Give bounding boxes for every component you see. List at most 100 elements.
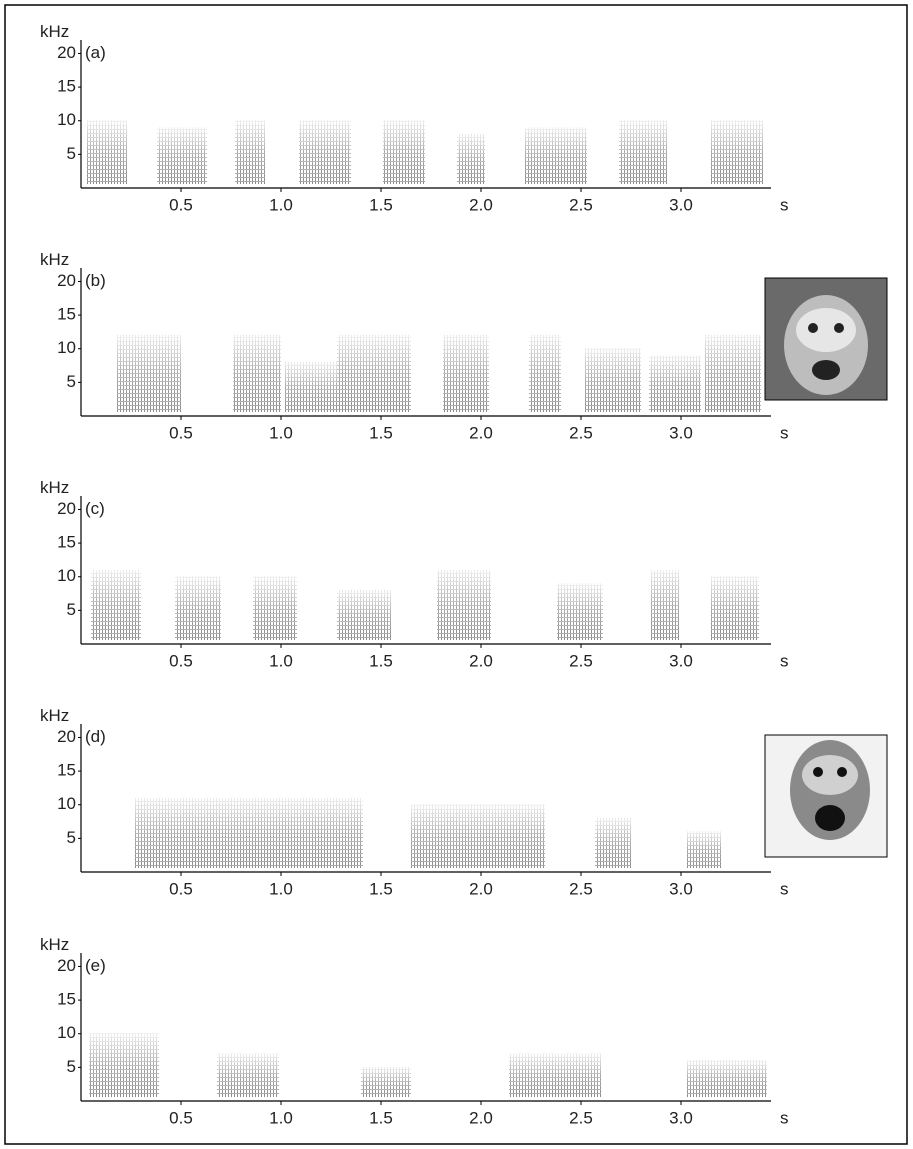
call-fade (285, 362, 337, 412)
x-tick-label: 1.5 (369, 195, 393, 214)
x-axis-label: s (780, 879, 789, 898)
y-tick-label: 20 (57, 499, 76, 518)
y-tick-label: 15 (57, 533, 76, 552)
x-tick-label: 0.5 (169, 195, 193, 214)
call-fade (595, 818, 631, 868)
call-fade (299, 121, 351, 184)
panel-label: (a) (85, 43, 106, 62)
y-axis-label: kHz (40, 22, 69, 41)
x-tick-label: 1.0 (269, 879, 293, 898)
y-tick-label: 10 (57, 1023, 76, 1042)
call-fade (157, 127, 207, 184)
x-tick-label: 1.0 (269, 195, 293, 214)
y-tick-label: 15 (57, 990, 76, 1009)
call-fade (135, 798, 363, 868)
x-tick-label: 2.5 (569, 195, 593, 214)
x-tick-label: 1.5 (369, 423, 393, 442)
call-fade (253, 577, 297, 640)
call-fade (383, 121, 425, 184)
y-axis-label: kHz (40, 478, 69, 497)
y-tick-label: 15 (57, 761, 76, 780)
y-tick-label: 10 (57, 566, 76, 585)
panel-label: (c) (85, 499, 105, 518)
call-fade (89, 1034, 159, 1097)
call-fade (117, 335, 181, 412)
y-tick-label: 20 (57, 727, 76, 746)
call-fade (217, 1054, 279, 1097)
call-fade (525, 127, 587, 184)
x-tick-label: 2.0 (469, 1108, 493, 1127)
figure: 5 10 15 20 0.5 1.0 1.5 2.0 2.5 3.0 s kHz (a) 5 10 15 20 0… (0, 0, 913, 1149)
y-tick-label: 20 (57, 956, 76, 975)
y-axis-label: kHz (40, 250, 69, 269)
y-tick-label: 5 (67, 828, 76, 847)
panel-label: (d) (85, 727, 106, 746)
x-tick-label: 2.5 (569, 1108, 593, 1127)
x-axis-label: s (780, 651, 789, 670)
call-fade (437, 570, 491, 640)
call-fade (557, 583, 603, 640)
call-fade (443, 335, 489, 412)
x-axis-label: s (780, 1108, 789, 1127)
x-tick-label: 1.0 (269, 423, 293, 442)
call-fade (529, 335, 561, 412)
y-tick-label: 5 (67, 144, 76, 163)
panel-label: (e) (85, 956, 106, 975)
call-fade (651, 570, 679, 640)
x-tick-label: 2.0 (469, 423, 493, 442)
x-tick-label: 2.0 (469, 651, 493, 670)
call-fade (585, 349, 641, 412)
x-tick-label: 1.5 (369, 879, 393, 898)
y-tick-label: 10 (57, 110, 76, 129)
call-fade (337, 590, 391, 640)
x-tick-label: 2.5 (569, 651, 593, 670)
x-axis-label: s (780, 423, 789, 442)
call-fade (87, 121, 127, 184)
x-tick-label: 0.5 (169, 651, 193, 670)
x-tick-label: 3.0 (669, 195, 693, 214)
call-fade (457, 134, 485, 184)
x-tick-label: 2.0 (469, 879, 493, 898)
panel-label: (b) (85, 271, 106, 290)
y-tick-label: 15 (57, 77, 76, 96)
call-fade (619, 121, 667, 184)
x-tick-label: 1.5 (369, 651, 393, 670)
call-fade (687, 832, 721, 868)
call-fade (649, 355, 701, 412)
y-tick-label: 5 (67, 372, 76, 391)
y-axis-label: kHz (40, 706, 69, 725)
y-axis-label: kHz (40, 935, 69, 954)
monkey-photo (765, 735, 887, 857)
y-tick-label: 15 (57, 305, 76, 324)
x-tick-label: 3.0 (669, 651, 693, 670)
call-fade (411, 805, 545, 868)
x-tick-label: 1.0 (269, 1108, 293, 1127)
call-fade (711, 577, 759, 640)
x-tick-label: 1.0 (269, 651, 293, 670)
x-tick-label: 3.0 (669, 423, 693, 442)
call-fade (235, 121, 265, 184)
call-fade (361, 1067, 411, 1097)
x-tick-label: 0.5 (169, 1108, 193, 1127)
monkey-photo (765, 278, 887, 400)
call-fade (337, 335, 411, 412)
call-fade (91, 570, 141, 640)
call-fade (175, 577, 221, 640)
y-tick-label: 20 (57, 271, 76, 290)
y-tick-label: 10 (57, 338, 76, 357)
y-tick-label: 20 (57, 43, 76, 62)
x-tick-label: 3.0 (669, 1108, 693, 1127)
call-fade (509, 1054, 601, 1097)
y-tick-label: 10 (57, 794, 76, 813)
y-tick-label: 5 (67, 600, 76, 619)
call-fade (705, 335, 761, 412)
x-axis-label: s (780, 195, 789, 214)
x-tick-label: 0.5 (169, 423, 193, 442)
x-tick-label: 0.5 (169, 879, 193, 898)
x-tick-label: 2.5 (569, 423, 593, 442)
call-fade (687, 1061, 767, 1097)
x-tick-label: 3.0 (669, 879, 693, 898)
call-fade (233, 335, 281, 412)
x-tick-label: 2.0 (469, 195, 493, 214)
y-tick-label: 5 (67, 1057, 76, 1076)
